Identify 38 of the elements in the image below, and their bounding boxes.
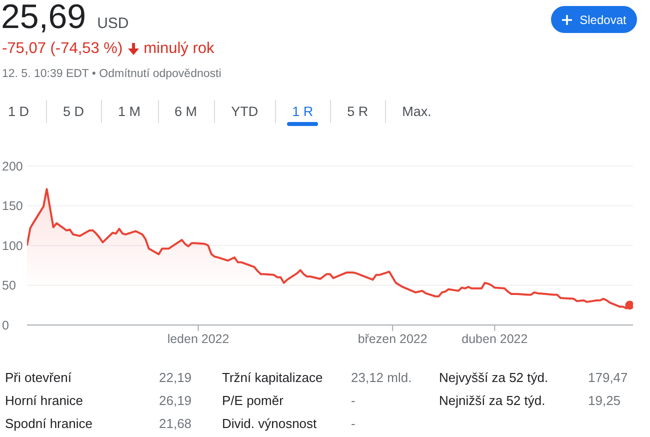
y-tick-label: 150 xyxy=(2,199,23,214)
text: - xyxy=(351,393,356,408)
x-tick-label: duben 2022 xyxy=(462,332,528,346)
tab[interactable]: YTD xyxy=(214,100,276,123)
text: Tržní kapitalizace xyxy=(222,370,323,385)
chart-title: 25,69 xyxy=(1,0,86,36)
text: 19,25 xyxy=(588,393,621,408)
text: P/E poměr xyxy=(222,393,284,408)
text: Nejnižší za 52 týd. xyxy=(439,393,546,408)
text: 179,47 xyxy=(588,370,628,385)
tab[interactable]: 5 R xyxy=(330,100,386,123)
text: 26,19 xyxy=(159,393,192,408)
text: 12. 5. 10:39 EDT • Odmítnutí odpovědnosti xyxy=(2,68,222,80)
text: Divid. výnosnost xyxy=(222,416,317,431)
tab[interactable]: 1 D xyxy=(0,100,46,123)
y-tick-label: 100 xyxy=(2,238,23,253)
text: 21,68 xyxy=(159,416,192,431)
text: - xyxy=(351,416,356,431)
follow-button[interactable]: Sledovat xyxy=(551,6,637,33)
x-tick-label: leden 2022 xyxy=(167,332,230,346)
text: Při otevření xyxy=(5,370,72,385)
tab[interactable]: 1 R xyxy=(275,100,330,123)
tab[interactable]: 5 D xyxy=(46,100,102,123)
y-tick-label: 0 xyxy=(2,318,9,332)
tab[interactable]: Max. xyxy=(385,100,448,123)
text: 22,19 xyxy=(159,370,192,385)
text: Nejvyšší za 52 týd. xyxy=(439,370,548,385)
tab[interactable]: 1 M xyxy=(101,100,158,123)
text: 23,12 mld. xyxy=(351,370,412,385)
x-tick-label: březen 2022 xyxy=(358,332,428,346)
text: minulý rok xyxy=(144,40,214,57)
text: Spodní hranice xyxy=(5,416,92,431)
y-tick-label: 50 xyxy=(2,278,16,293)
tab[interactable]: 6 M xyxy=(158,100,214,123)
y-tick-label: 200 xyxy=(2,159,23,174)
text: Horní hranice xyxy=(5,393,84,408)
text: USD xyxy=(97,15,129,32)
chart-subtitle: -75,07 (-74,53 %) xyxy=(2,40,123,57)
